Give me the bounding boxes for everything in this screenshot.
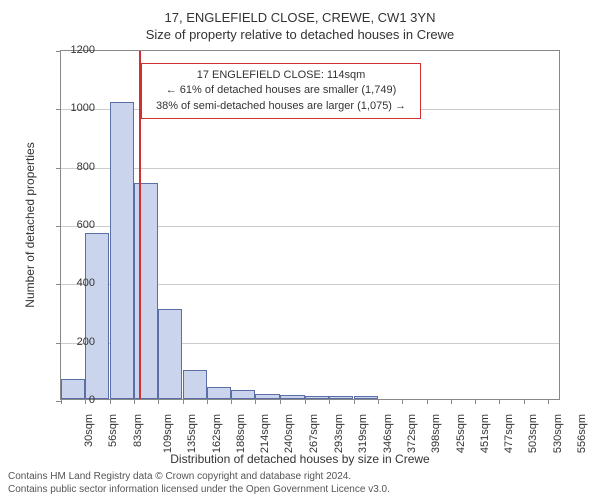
histogram-bar	[329, 396, 353, 399]
histogram-bar	[255, 394, 279, 399]
x-tick-label: 240sqm	[284, 414, 296, 453]
x-tick-label: 398sqm	[430, 414, 442, 453]
grid-line	[61, 168, 559, 169]
x-tick-mark	[402, 399, 403, 404]
annotation-box: 17 ENGLEFIELD CLOSE: 114sqm ← 61% of det…	[141, 63, 421, 119]
x-tick-mark	[524, 399, 525, 404]
x-tick-label: 135sqm	[186, 414, 198, 453]
x-tick-label: 425sqm	[455, 414, 467, 453]
histogram-bar	[134, 183, 158, 399]
y-tick-label: 800	[55, 161, 95, 173]
x-tick-mark	[280, 399, 281, 404]
histogram-bar	[207, 387, 231, 399]
x-tick-label: 56sqm	[107, 414, 119, 447]
x-tick-label: 214sqm	[260, 414, 272, 453]
x-tick-mark	[158, 399, 159, 404]
x-axis-label: Distribution of detached houses by size …	[0, 452, 600, 466]
x-tick-label: 372sqm	[406, 414, 418, 453]
annotation-line3: 38% of semi-detached houses are larger (…	[150, 99, 412, 114]
x-tick-mark	[378, 399, 379, 404]
footer-line1: Contains HM Land Registry data © Crown c…	[8, 470, 390, 483]
x-tick-mark	[207, 399, 208, 404]
x-tick-label: 503sqm	[527, 414, 539, 453]
title-block: 17, ENGLEFIELD CLOSE, CREWE, CW1 3YN Siz…	[0, 0, 600, 42]
x-tick-label: 451sqm	[479, 414, 491, 453]
y-tick-label: 1000	[55, 102, 95, 114]
x-tick-mark	[354, 399, 355, 404]
x-tick-mark	[427, 399, 428, 404]
x-tick-label: 293sqm	[333, 414, 345, 453]
x-tick-mark	[255, 399, 256, 404]
annotation-line2: ← 61% of detached houses are smaller (1,…	[150, 83, 412, 98]
histogram-bar	[85, 233, 109, 399]
x-tick-label: 319sqm	[357, 414, 369, 453]
x-tick-label: 162sqm	[211, 414, 223, 453]
x-tick-label: 188sqm	[235, 414, 247, 453]
y-axis-label: Number of detached properties	[23, 125, 37, 325]
y-tick-label: 1200	[55, 44, 95, 56]
y-tick-label: 600	[55, 219, 95, 231]
x-tick-mark	[134, 399, 135, 404]
chart-title-line1: 17, ENGLEFIELD CLOSE, CREWE, CW1 3YN	[0, 10, 600, 25]
x-tick-mark	[329, 399, 330, 404]
x-tick-label: 556sqm	[576, 414, 588, 453]
plot-area: 17 ENGLEFIELD CLOSE: 114sqm ← 61% of det…	[60, 50, 560, 400]
histogram-bar	[183, 370, 207, 399]
y-tick-label: 400	[55, 277, 95, 289]
x-tick-label: 477sqm	[503, 414, 515, 453]
x-tick-mark	[231, 399, 232, 404]
y-tick-label: 200	[55, 336, 95, 348]
x-tick-mark	[305, 399, 306, 404]
y-tick-label: 0	[55, 394, 95, 406]
x-tick-label: 109sqm	[162, 414, 174, 453]
x-tick-mark	[183, 399, 184, 404]
x-tick-label: 30sqm	[83, 414, 95, 447]
annotation-line1: 17 ENGLEFIELD CLOSE: 114sqm	[150, 68, 412, 83]
x-tick-label: 267sqm	[309, 414, 321, 453]
x-tick-mark	[548, 399, 549, 404]
footer-attribution: Contains HM Land Registry data © Crown c…	[8, 470, 390, 496]
x-tick-mark	[499, 399, 500, 404]
x-tick-mark	[475, 399, 476, 404]
histogram-bar	[231, 390, 255, 399]
chart-container: 17, ENGLEFIELD CLOSE, CREWE, CW1 3YN Siz…	[0, 0, 600, 500]
footer-line2: Contains public sector information licen…	[8, 483, 390, 496]
x-tick-mark	[110, 399, 111, 404]
histogram-bar	[354, 396, 378, 399]
histogram-bar	[158, 309, 182, 399]
histogram-bar	[280, 395, 304, 399]
histogram-bar	[110, 102, 134, 400]
x-tick-label: 346sqm	[382, 414, 394, 453]
x-tick-mark	[451, 399, 452, 404]
chart-title-line2: Size of property relative to detached ho…	[0, 27, 600, 42]
x-tick-label: 530sqm	[552, 414, 564, 453]
histogram-bar	[305, 396, 329, 400]
x-tick-label: 83sqm	[132, 414, 144, 447]
